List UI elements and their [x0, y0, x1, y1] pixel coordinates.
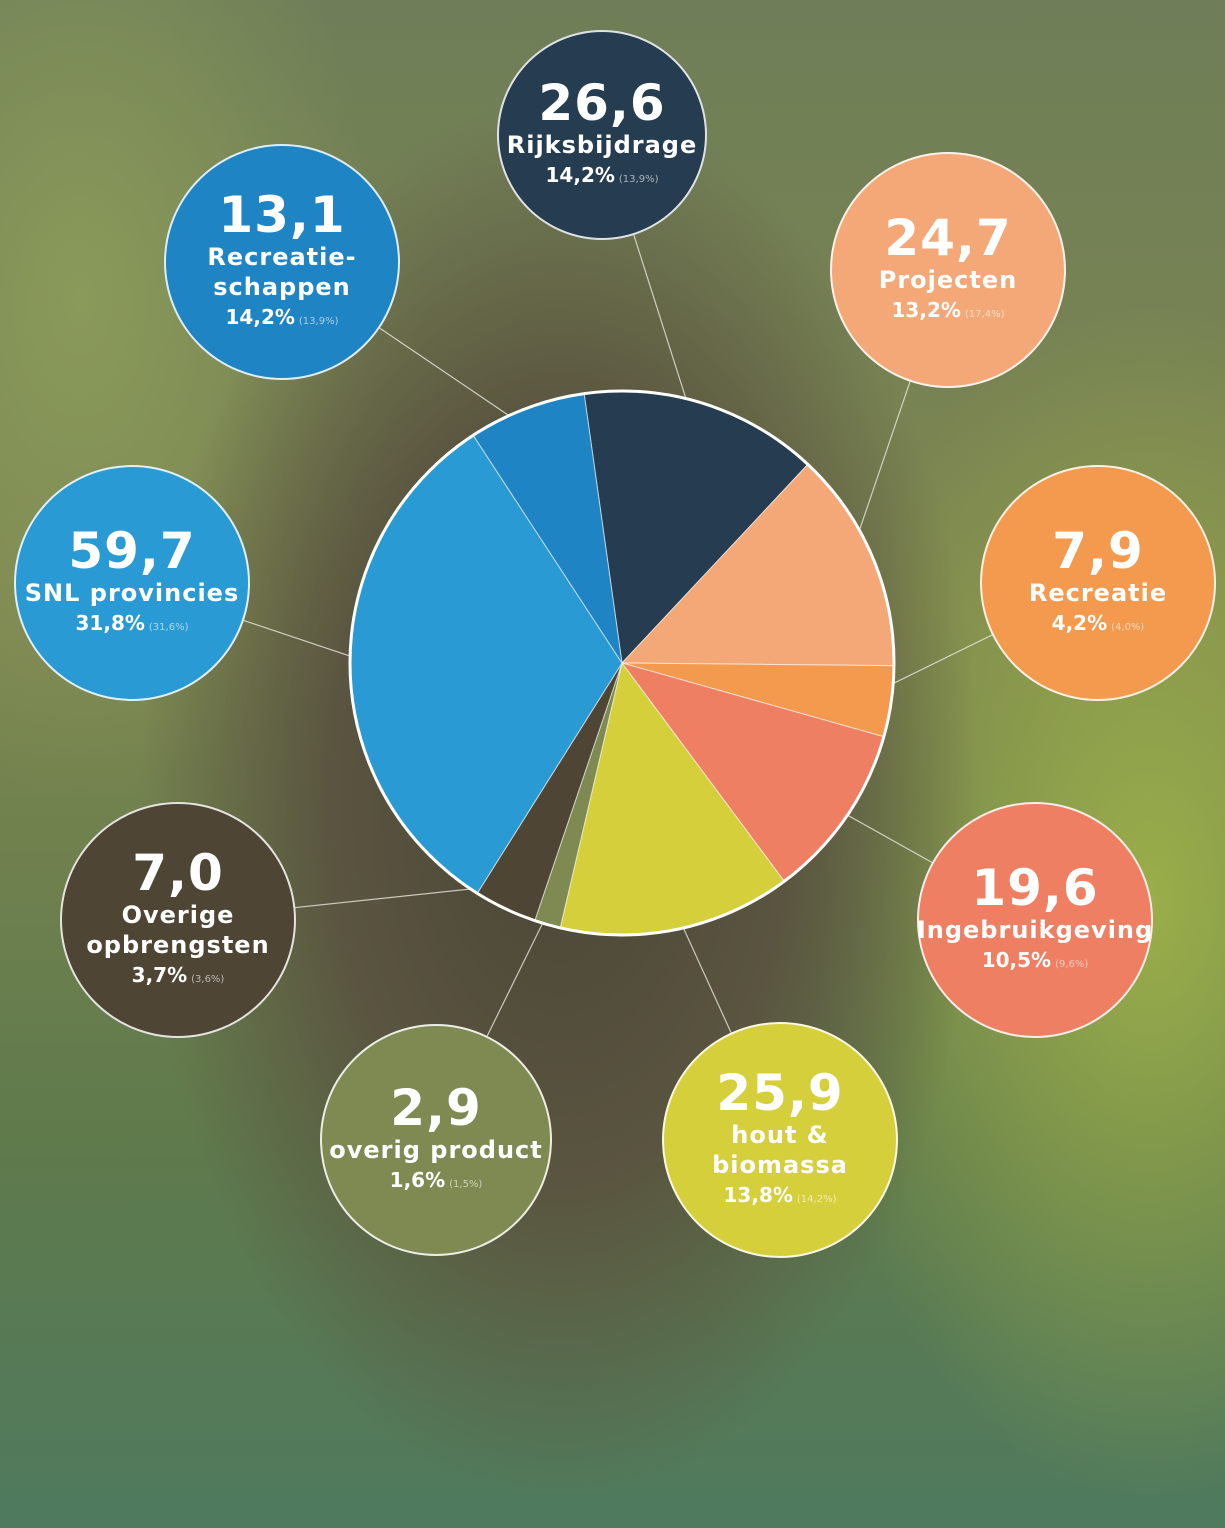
percent-label: 14,2% [546, 163, 615, 187]
percent-label: 13,2% [892, 298, 961, 322]
percent-row: 4,2% (4,0%) [1052, 608, 1145, 643]
previous-label: (4,0%) [1111, 622, 1144, 633]
previous-label: (14,2%) [797, 1194, 837, 1205]
percent-row: 10,5% (9,6%) [982, 945, 1089, 980]
value-label: 7,9 [1052, 524, 1144, 578]
percent-label: 10,5% [982, 948, 1051, 972]
value-label: 19,6 [971, 861, 1098, 915]
percent-label: 4,2% [1052, 611, 1107, 635]
category-label: Ingebruikgeving [917, 915, 1153, 945]
value-label: 25,9 [716, 1066, 843, 1120]
percent-label: 3,7% [132, 963, 187, 987]
percent-row: 13,8% (14,2%) [724, 1180, 837, 1215]
previous-label: (1,5%) [449, 1179, 482, 1190]
percent-row: 1,6% (1,5%) [390, 1165, 483, 1200]
percent-label: 1,6% [390, 1168, 445, 1192]
category-label: Recreatie [1029, 578, 1167, 608]
value-label: 26,6 [538, 76, 665, 130]
value-label: 7,0 [132, 846, 224, 900]
category-label: hout & biomassa [664, 1120, 896, 1180]
percent-label: 14,2% [226, 305, 295, 329]
category-label: overig product [329, 1135, 542, 1165]
category-label: Rijksbijdrage [507, 130, 697, 160]
category-label: SNL provincies [25, 578, 240, 608]
value-label: 13,1 [218, 188, 345, 242]
percent-row: 14,2% (13,9%) [546, 160, 659, 195]
previous-label: (9,6%) [1055, 959, 1088, 970]
category-label: Recreatie- schappen [207, 242, 356, 302]
previous-label: (3,6%) [191, 974, 224, 985]
category-label: Overige opbrengsten [86, 900, 269, 960]
percent-row: 13,2% (17,4%) [892, 295, 1005, 330]
page: 26,6Rijksbijdrage 14,2% (13,9%) 24,7Project… [0, 0, 1225, 1528]
percent-row: 14,2% (13,9%) [226, 302, 339, 337]
category-label: Projecten [879, 265, 1017, 295]
previous-label: (31,6%) [149, 622, 189, 633]
value-label: 2,9 [390, 1081, 482, 1135]
percent-label: 13,8% [724, 1183, 793, 1207]
percent-row: 3,7% (3,6%) [132, 960, 225, 995]
previous-label: (13,9%) [299, 316, 339, 327]
value-label: 59,7 [68, 524, 195, 578]
value-label: 24,7 [884, 211, 1011, 265]
percent-label: 31,8% [76, 611, 145, 635]
previous-label: (13,9%) [619, 174, 659, 185]
percent-row: 31,8% (31,6%) [76, 608, 189, 643]
previous-label: (17,4%) [965, 309, 1005, 320]
